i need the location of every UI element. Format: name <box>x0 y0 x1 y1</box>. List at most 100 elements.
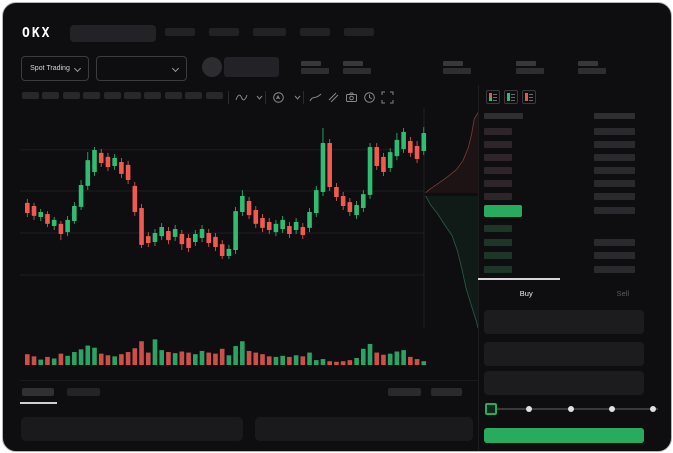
volume-bar <box>25 354 30 365</box>
candle-body <box>125 164 131 181</box>
candle-body <box>105 156 111 167</box>
nav-item-placeholder[interactable] <box>209 28 239 36</box>
bid-amount-bar <box>594 252 635 259</box>
timeframe-button[interactable] <box>22 92 39 99</box>
ask-row[interactable] <box>484 164 635 177</box>
compare-icon[interactable] <box>327 91 340 104</box>
bottom-action[interactable] <box>388 388 421 396</box>
divider <box>228 91 229 104</box>
ask-amount-bar <box>594 128 635 135</box>
last-price-badge[interactable] <box>484 205 522 217</box>
ask-row[interactable] <box>484 151 635 164</box>
bid-row[interactable] <box>484 249 635 263</box>
bid-row[interactable] <box>484 263 635 277</box>
volume-bar <box>421 361 427 365</box>
market-type-dropdown[interactable]: Spot Trading <box>21 56 89 81</box>
candlestick-chart[interactable] <box>20 108 478 371</box>
slider-stop-dot[interactable] <box>650 406 656 412</box>
amount-slider[interactable] <box>490 408 658 410</box>
volume-bar <box>246 350 252 365</box>
nav-item-placeholder[interactable] <box>300 28 330 36</box>
volume-bar <box>85 345 91 365</box>
chevron-down-icon[interactable] <box>291 91 304 104</box>
pair-name-placeholder[interactable] <box>224 57 279 77</box>
timeframe-button[interactable] <box>62 92 80 99</box>
chevron-down-icon <box>73 64 81 73</box>
volume-bar <box>266 356 272 365</box>
tab-buy[interactable]: Buy <box>519 289 533 298</box>
timeframe-button[interactable] <box>42 92 60 99</box>
line-tool-icon[interactable] <box>309 91 322 104</box>
ask-amount-bar <box>594 180 635 188</box>
depth-bids-area-line <box>425 195 478 329</box>
slider-stop-dot[interactable] <box>526 406 533 412</box>
timeframe-button[interactable] <box>123 92 141 99</box>
timeframe-button[interactable] <box>103 92 121 99</box>
candle-body <box>347 202 353 212</box>
timeframe-button[interactable] <box>185 92 203 99</box>
history-icon[interactable] <box>363 91 376 104</box>
timeframe-button[interactable] <box>144 92 162 99</box>
snapshot-icon[interactable] <box>345 91 358 104</box>
nav-item-placeholder[interactable] <box>253 28 286 36</box>
bottom-tab[interactable] <box>67 388 100 396</box>
chevron-down-icon[interactable] <box>253 91 266 104</box>
timeframe-button[interactable] <box>205 92 223 99</box>
pair-avatar[interactable] <box>202 57 222 77</box>
candle-body <box>320 143 326 192</box>
orderbook-bids-icon[interactable] <box>504 90 518 104</box>
total-field[interactable] <box>484 371 644 395</box>
volume-bar <box>233 346 238 365</box>
volume-bar <box>172 353 178 365</box>
indicators-icon[interactable] <box>272 91 285 104</box>
orderbook-view-toggles <box>486 90 536 104</box>
ticker-stat <box>301 61 331 74</box>
orderbook-price-header <box>484 113 523 119</box>
search-input[interactable] <box>70 25 156 42</box>
slider-stop-dot[interactable] <box>608 406 615 412</box>
nav-item-placeholder[interactable] <box>165 28 195 36</box>
candle-body <box>85 160 91 186</box>
orderbook-combined-icon[interactable] <box>486 90 500 104</box>
ask-amount-bar <box>594 154 635 162</box>
slider-handle[interactable] <box>485 403 497 415</box>
chart-style-icon[interactable] <box>235 91 248 104</box>
ask-row[interactable] <box>484 177 635 190</box>
volume-bar <box>307 352 312 365</box>
tab-sell[interactable]: Sell <box>616 289 629 298</box>
buy-submit-button[interactable] <box>484 428 644 443</box>
candle-body <box>401 131 406 149</box>
bid-row[interactable] <box>484 236 635 250</box>
ask-price-bar <box>484 180 512 188</box>
timeframe-button[interactable] <box>83 92 101 99</box>
orderbook-asks-icon[interactable] <box>522 90 536 104</box>
volume-bar <box>78 349 84 365</box>
bottom-action[interactable] <box>431 388 462 396</box>
candle-body <box>179 233 185 245</box>
amount-field[interactable] <box>484 342 644 366</box>
okx-logo[interactable]: OKX <box>22 26 52 41</box>
volume-bar <box>226 355 232 365</box>
candle-body <box>334 186 339 198</box>
slider-stop-dot[interactable] <box>567 406 574 412</box>
nav-item-placeholder[interactable] <box>344 28 374 36</box>
pair-selector-dropdown[interactable] <box>96 56 187 81</box>
ask-row[interactable] <box>484 190 635 203</box>
timeframe-button[interactable] <box>164 92 182 99</box>
ask-row[interactable] <box>484 138 635 151</box>
volume-bar <box>387 353 393 365</box>
ask-price-bar <box>484 167 512 175</box>
bottom-tab-active[interactable] <box>22 388 54 396</box>
candle-body <box>280 219 285 229</box>
candle-body <box>145 236 151 244</box>
volume-bar <box>300 356 306 365</box>
ask-row[interactable] <box>484 125 635 138</box>
candle-body <box>206 232 212 244</box>
volume-bar <box>253 352 259 365</box>
price-field[interactable] <box>484 310 644 334</box>
bid-amount-bar <box>594 265 635 273</box>
bid-row[interactable] <box>484 222 635 236</box>
volume-bar <box>119 354 124 365</box>
fullscreen-icon[interactable] <box>381 91 394 104</box>
volume-bar <box>92 347 97 365</box>
